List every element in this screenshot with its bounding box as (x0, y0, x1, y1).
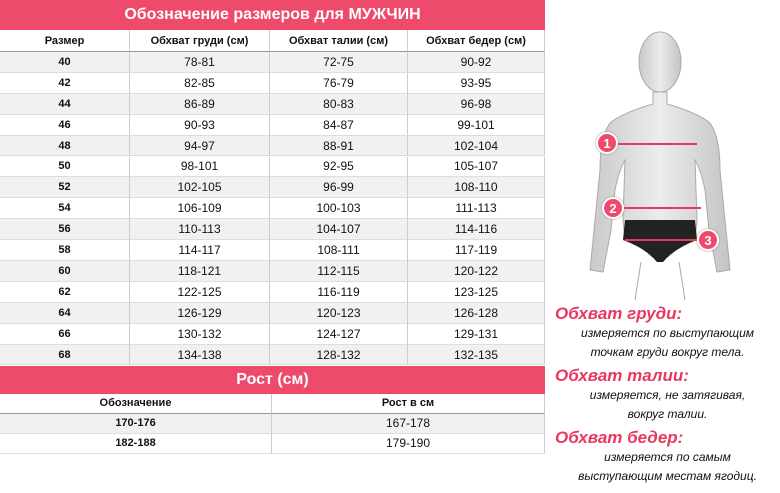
table-cell: 82-85 (130, 72, 270, 94)
table-cell: 105-107 (408, 156, 545, 178)
table-cell: 102-104 (408, 135, 545, 157)
table-cell: 68 (0, 344, 130, 366)
column-header: Размер (0, 30, 130, 52)
table-cell: 122-125 (130, 281, 270, 303)
table-cell: 130-132 (130, 323, 270, 345)
table-cell: 102-105 (130, 177, 270, 199)
table-cell: 99-101 (408, 114, 545, 136)
note-title: Обхват бедер: (555, 428, 684, 447)
table-cell: 78-81 (130, 52, 270, 73)
note-line: выступающим местам ягодиц. (578, 469, 757, 483)
table-cell: 48 (0, 135, 130, 157)
note-line: измеряется по выступающим (581, 326, 754, 340)
height-cell: 179-190 (272, 433, 545, 454)
table-cell: 92-95 (270, 156, 408, 178)
table-cell: 118-121 (130, 261, 270, 282)
table-cell: 46 (0, 114, 130, 136)
table-cell: 62 (0, 281, 130, 303)
table-cell: 108-110 (408, 177, 545, 199)
table-cell: 108-111 (270, 240, 408, 261)
table-cell: 98-101 (130, 156, 270, 178)
table-cell: 104-107 (270, 219, 408, 241)
table-cell: 42 (0, 72, 130, 94)
table-cell: 54 (0, 198, 130, 220)
table-cell: 58 (0, 240, 130, 261)
note-line: измеряется, не затягивая, (589, 388, 746, 402)
table-cell: 126-128 (408, 302, 545, 324)
table-cell: 56 (0, 219, 130, 241)
height-cell: 167-178 (272, 413, 545, 434)
table-cell: 88-91 (270, 135, 408, 157)
column-header: Обхват груди (см) (130, 30, 270, 52)
table-cell: 60 (0, 261, 130, 282)
title-bar: Обозначение размеров для МУЖЧИН (0, 0, 545, 30)
table-cell: 40 (0, 52, 130, 73)
table-cell: 111-113 (408, 198, 545, 220)
table-cell: 84-87 (270, 114, 408, 136)
column-header: Обхват бедер (см) (408, 30, 545, 52)
table-cell: 44 (0, 93, 130, 115)
column-header: Обхват талии (см) (270, 30, 408, 52)
table-cell: 86-89 (130, 93, 270, 115)
marker: 2 (602, 197, 624, 219)
table-cell: 116-119 (270, 281, 408, 303)
table-cell: 134-138 (130, 344, 270, 366)
table-cell: 124-127 (270, 323, 408, 345)
table-cell: 120-122 (408, 261, 545, 282)
table-cell: 123-125 (408, 281, 545, 303)
legs (634, 261, 686, 300)
height-column-header: Обозначение (0, 393, 272, 414)
height-cell: 182-188 (0, 433, 272, 454)
table-cell: 110-113 (130, 219, 270, 241)
table-cell: 126-129 (130, 302, 270, 324)
table-cell: 93-95 (408, 72, 545, 94)
table-cell: 90-92 (408, 52, 545, 73)
height-cell: 170-176 (0, 413, 272, 434)
note-line: вокруг талии. (627, 407, 708, 421)
note-title: Обхват груди: (555, 304, 683, 323)
table-cell: 96-98 (408, 93, 545, 115)
marker: 1 (596, 132, 618, 154)
table-cell: 80-83 (270, 93, 408, 115)
table-cell: 94-97 (130, 135, 270, 157)
note-title: Обхват талии: (555, 366, 689, 385)
table-cell: 114-117 (130, 240, 270, 261)
marker: 3 (697, 229, 719, 251)
table-cell: 120-123 (270, 302, 408, 324)
height-column-header: Рост в см (272, 393, 545, 414)
note-line: точкам груди вокруг тела. (590, 345, 745, 359)
table-cell: 50 (0, 156, 130, 178)
table-cell: 64 (0, 302, 130, 324)
table-cell: 72-75 (270, 52, 408, 73)
table-cell: 114-116 (408, 219, 545, 241)
table-cell: 90-93 (130, 114, 270, 136)
note-line: измеряется по самым (604, 450, 731, 464)
table-cell: 132-135 (408, 344, 545, 366)
table-cell: 52 (0, 177, 130, 199)
table-cell: 96-99 (270, 177, 408, 199)
table-cell: 128-132 (270, 344, 408, 366)
table-cell: 117-119 (408, 240, 545, 261)
table-cell: 106-109 (130, 198, 270, 220)
body-figure (589, 31, 731, 300)
head (638, 31, 682, 93)
height-title-bar: Рост (см) (0, 365, 545, 394)
table-cell: 76-79 (270, 72, 408, 94)
table-cell: 100-103 (270, 198, 408, 220)
table-cell: 112-115 (270, 261, 408, 282)
table-cell: 66 (0, 323, 130, 345)
table-cell: 129-131 (408, 323, 545, 345)
